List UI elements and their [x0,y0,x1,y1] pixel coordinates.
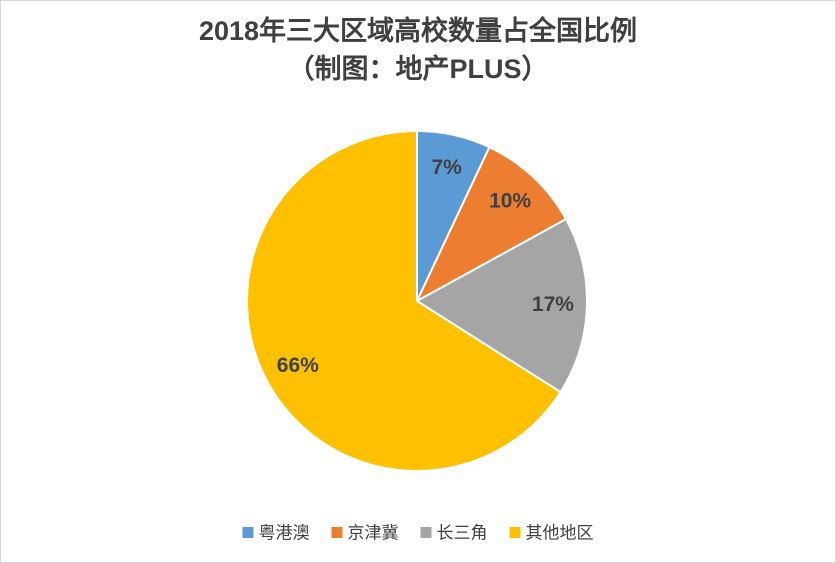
value-label: 7% [431,156,462,179]
value-label: 17% [532,293,574,316]
legend-marker [509,527,521,538]
chart-subtitle: （制图：地产PLUS） [287,54,548,84]
legend-label: 长三角 [437,523,488,542]
legend-label: 京津冀 [348,523,399,542]
pie-slice [246,129,562,472]
value-label: 10% [489,189,531,212]
value-label: 66% [277,354,319,377]
legend-marker [242,527,254,538]
legend-label: 粤港澳 [259,523,310,542]
pie-slice [415,217,588,394]
legend-marker [420,527,432,538]
chart-title: 2018年三大区域高校数量占全国比例 [199,15,637,46]
pie-slice [414,145,568,304]
legend-label: 其他地区 [526,523,594,542]
legend-marker [331,527,343,538]
